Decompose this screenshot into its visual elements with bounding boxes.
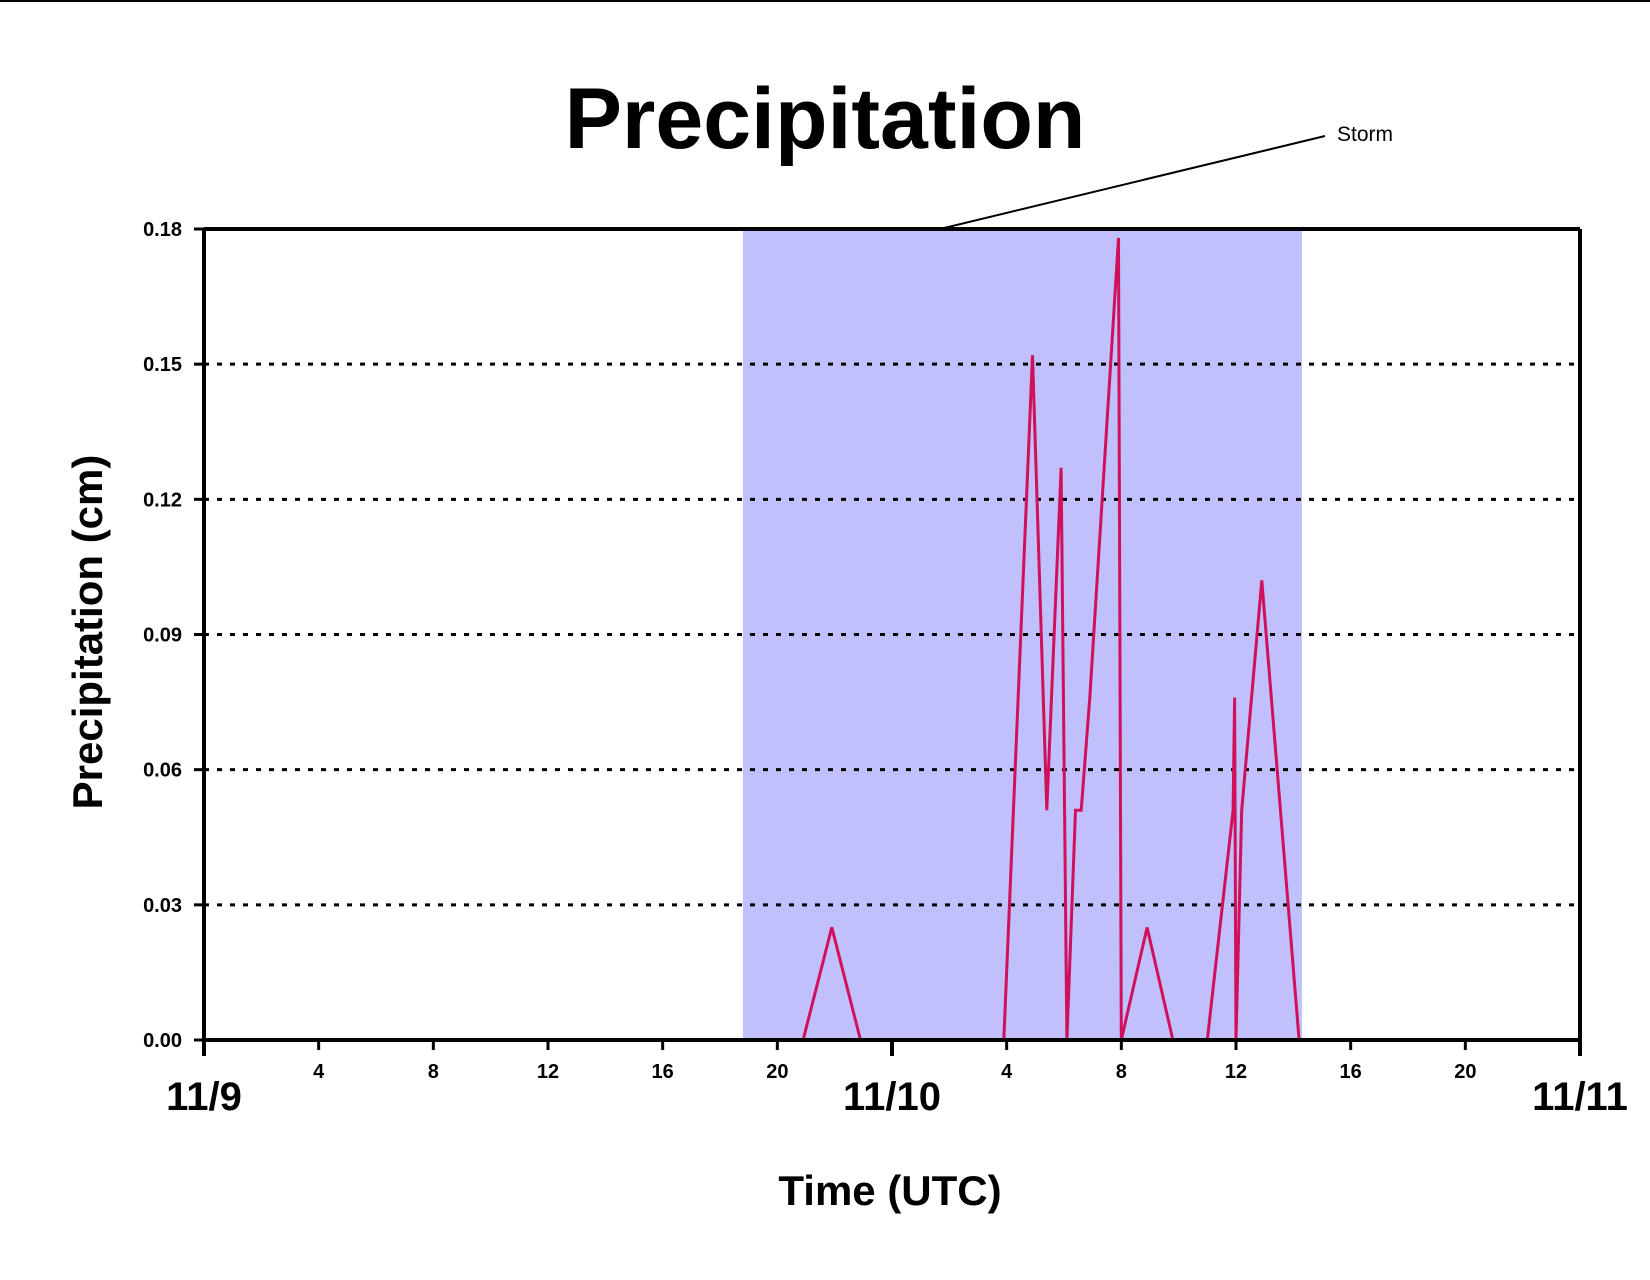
x-tick-label: 4 [313, 1061, 325, 1083]
text-layer: Precipitation Time (UTC) Precipitation (… [64, 71, 1393, 1214]
y-tick-label: 0.15 [143, 354, 182, 376]
x-tick-label: 8 [428, 1061, 439, 1083]
axes-layer: 0.00 0.03 0.06 0.09 0.12 0.15 0.18 4 8 12 16 20 4 8 12… [143, 135, 1628, 1119]
x-tick-label: 12 [1225, 1061, 1247, 1083]
x-tick-label: 4 [1001, 1061, 1013, 1083]
y-tick-label: 0.12 [143, 489, 182, 511]
y-tick-label: 0.18 [143, 219, 182, 241]
x-tick-label: 16 [1340, 1061, 1362, 1083]
y-axis-label: Precipitation (cm) [64, 455, 111, 810]
x-tick-label: 8 [1116, 1061, 1127, 1083]
x-tick-label: 20 [1454, 1061, 1476, 1083]
y-tick-label: 0.03 [143, 895, 182, 917]
y-tick-label: 0.06 [143, 760, 182, 782]
x-date-label: 11/11 [1532, 1075, 1628, 1119]
x-tick-label: 12 [537, 1061, 559, 1083]
y-tick-label: 0.09 [143, 625, 182, 647]
gridline-layer [204, 362, 1580, 907]
chart-title: Precipitation [565, 71, 1086, 167]
storm-annotation-label: Storm [1337, 123, 1393, 146]
x-tick-label: 16 [652, 1061, 674, 1083]
x-axis-label: Time (UTC) [778, 1167, 1001, 1214]
x-tick-label: 20 [766, 1061, 788, 1083]
storm-annotation-leader-line [939, 135, 1326, 230]
x-date-label: 11/9 [166, 1075, 242, 1119]
x-date-label: 11/10 [843, 1075, 941, 1119]
y-tick-label: 0.00 [143, 1030, 182, 1052]
